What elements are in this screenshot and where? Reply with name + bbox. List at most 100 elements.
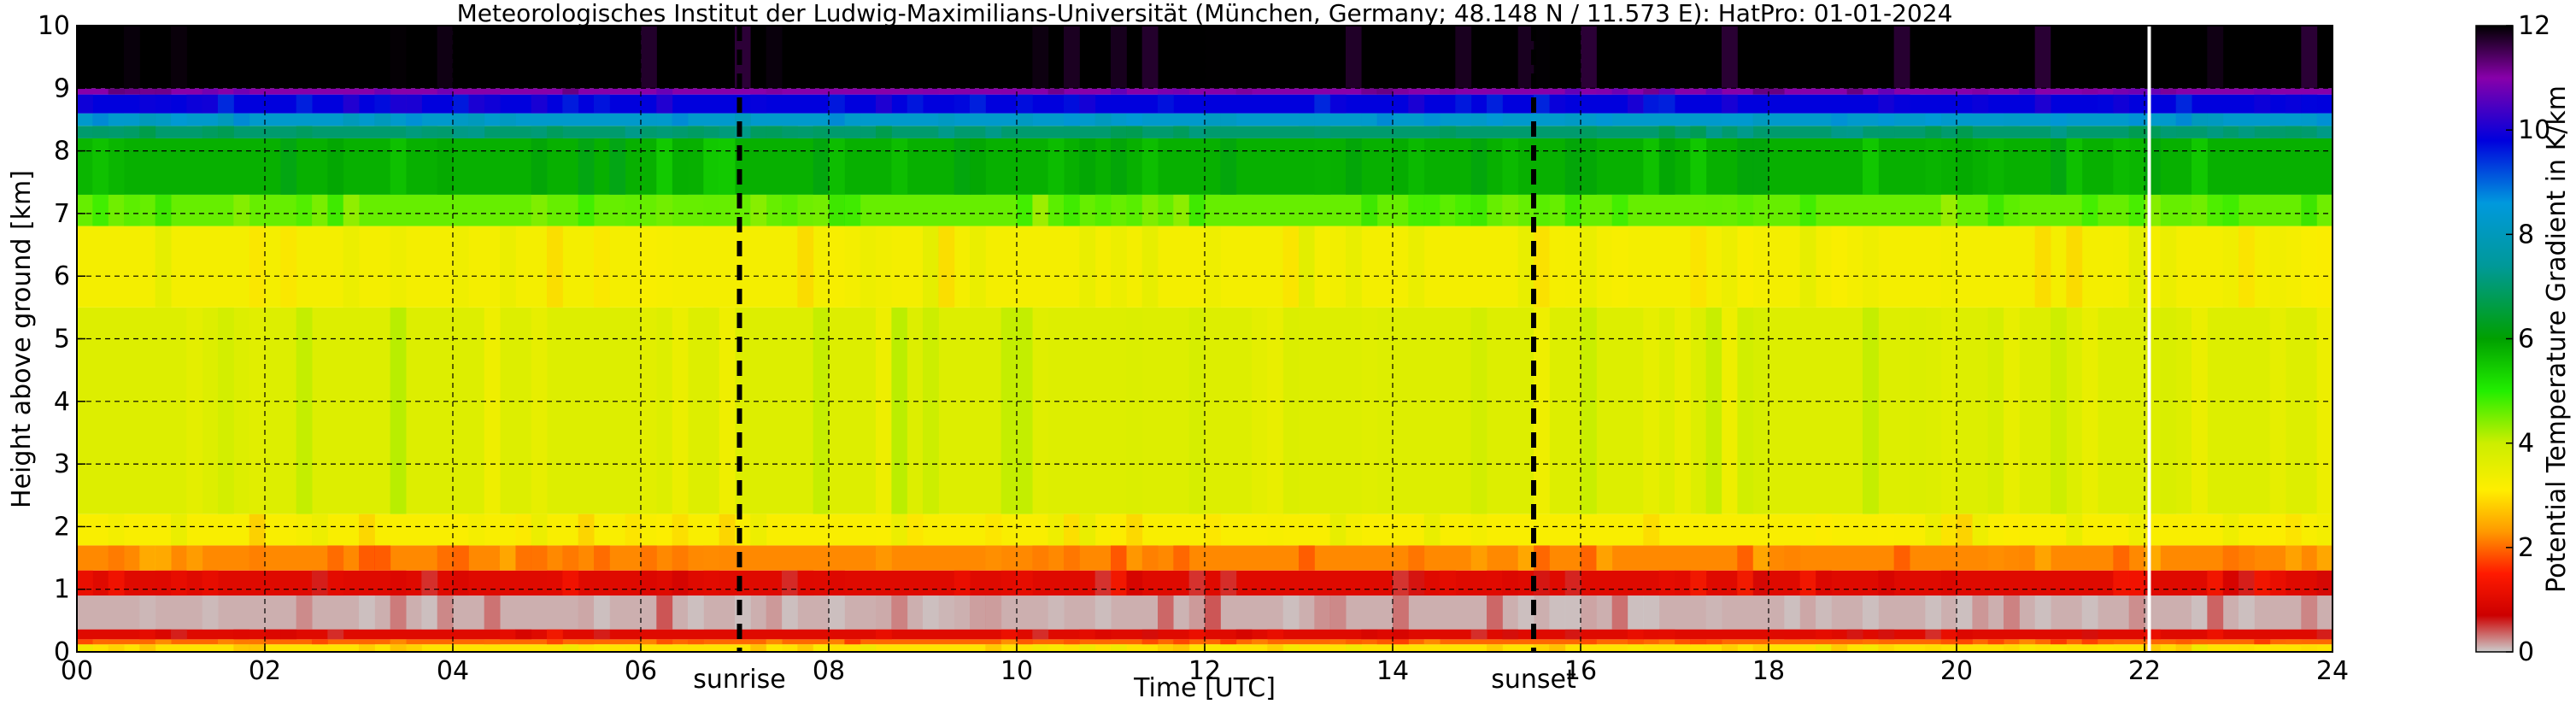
x-tick-label: 18 xyxy=(1752,656,1785,686)
heatmap-cell xyxy=(359,545,375,571)
heatmap-cell xyxy=(1361,194,1378,226)
heatmap-cell xyxy=(233,113,250,126)
x-tick-label: 04 xyxy=(437,656,469,686)
heatmap-cell xyxy=(2160,307,2177,514)
heatmap-cell xyxy=(2113,545,2130,571)
heatmap-cell xyxy=(876,595,892,630)
heatmap-cell xyxy=(2269,226,2286,308)
heatmap-cell xyxy=(1675,307,1691,514)
heatmap-cell xyxy=(531,307,548,514)
heatmap-cell xyxy=(625,126,642,138)
heatmap-cell xyxy=(1722,113,1738,126)
heatmap-cell xyxy=(1205,644,1221,652)
heatmap-cell xyxy=(1079,226,1096,308)
heatmap-cell xyxy=(1173,644,1190,652)
y-axis: 0 1 2 3 4 5 6 7 8 9 10 xyxy=(38,11,85,667)
heatmap-cell xyxy=(2192,307,2208,514)
heatmap-cell xyxy=(1987,307,2004,514)
heatmap-cell xyxy=(1581,226,1597,308)
heatmap-cell xyxy=(985,595,1002,630)
heatmap-cell xyxy=(1863,639,1879,645)
heatmap-cell xyxy=(1534,226,1550,308)
heatmap-cell xyxy=(1267,513,1284,546)
colorbar-tick-label: 0 xyxy=(2518,637,2534,667)
heatmap-cell xyxy=(1079,644,1096,652)
heatmap-cell xyxy=(1064,113,1080,126)
annotation-lines xyxy=(736,26,2151,652)
heatmap-cell xyxy=(249,226,266,308)
heatmap-cell xyxy=(1940,307,1957,514)
heatmap-cell xyxy=(155,545,172,571)
heatmap-cell xyxy=(2269,307,2286,514)
heatmap-cell xyxy=(1361,113,1378,126)
heatmap-cell xyxy=(985,545,1002,571)
heatmap-cell xyxy=(390,570,407,596)
heatmap-cell xyxy=(1690,226,1707,308)
heatmap-cell xyxy=(594,94,610,114)
heatmap-cell xyxy=(656,138,673,195)
heatmap-cell xyxy=(891,595,908,630)
heatmap-cell xyxy=(970,94,986,114)
heatmap-cell xyxy=(1094,570,1112,596)
heatmap-cell xyxy=(1000,88,1018,95)
heatmap-cell xyxy=(296,513,313,546)
heatmap-cell xyxy=(2222,513,2239,546)
heatmap-cell xyxy=(2081,88,2098,95)
heatmap-cell xyxy=(1470,307,1488,514)
heatmap-cell xyxy=(2004,113,2020,126)
heatmap-cell xyxy=(171,629,187,640)
heatmap-cell xyxy=(2004,307,2020,514)
heatmap-cell xyxy=(500,26,516,89)
heatmap-cell xyxy=(108,570,125,596)
heatmap-cell xyxy=(766,88,783,95)
heatmap-cell xyxy=(390,644,407,652)
heatmap-cell xyxy=(703,138,720,195)
heatmap-cell xyxy=(547,639,563,645)
heatmap-cell xyxy=(1564,88,1581,95)
heatmap-cell xyxy=(782,595,798,630)
heatmap-cell xyxy=(813,194,830,226)
heatmap-cell xyxy=(1487,595,1503,630)
heatmap-cell xyxy=(750,94,767,114)
heatmap-cell xyxy=(656,639,673,645)
heatmap-cell xyxy=(2239,644,2255,652)
heatmap-cell xyxy=(218,126,234,138)
heatmap-cell xyxy=(2145,194,2161,226)
heatmap-cell xyxy=(907,307,924,514)
heatmap-cell xyxy=(1423,639,1441,645)
x-tick-label: 20 xyxy=(1940,656,1973,686)
heatmap-cell xyxy=(1408,138,1425,195)
heatmap-cell xyxy=(1846,126,1863,138)
heatmap-cell xyxy=(641,26,657,89)
y-axis-label: Height above ground [km] xyxy=(7,170,37,508)
heatmap-cell xyxy=(1408,94,1425,114)
colorbar-tick-label: 4 xyxy=(2518,429,2534,459)
heatmap-cell xyxy=(515,545,532,571)
heatmap-cell xyxy=(703,570,720,596)
heatmap-cell xyxy=(813,307,830,514)
heatmap-cell xyxy=(1925,513,1942,546)
heatmap-cell xyxy=(359,595,375,630)
heatmap-cell xyxy=(390,226,407,308)
heatmap-cell xyxy=(766,639,783,645)
heatmap-cell xyxy=(327,629,344,640)
heatmap-cell xyxy=(1282,644,1300,652)
heatmap-cell xyxy=(1957,595,1973,630)
heatmap-cell xyxy=(453,113,469,126)
heatmap-cell xyxy=(2301,513,2318,546)
x-tick-label: 08 xyxy=(813,656,845,686)
heatmap-cell xyxy=(1564,194,1581,226)
heatmap-cell xyxy=(2019,88,2036,95)
heatmap-cell xyxy=(1079,138,1096,195)
heatmap-cell xyxy=(1361,26,1378,89)
heatmap-cell xyxy=(406,126,422,138)
heatmap-cell xyxy=(1878,113,1895,126)
heatmap-cell xyxy=(1564,570,1581,596)
heatmap-cell xyxy=(703,545,720,571)
heatmap-cell xyxy=(421,126,438,138)
heatmap-cell xyxy=(2004,513,2020,546)
heatmap-cell xyxy=(1111,545,1127,571)
heatmap-cell xyxy=(1643,629,1660,640)
heatmap-cell xyxy=(1581,26,1597,89)
heatmap-cell xyxy=(954,138,971,195)
